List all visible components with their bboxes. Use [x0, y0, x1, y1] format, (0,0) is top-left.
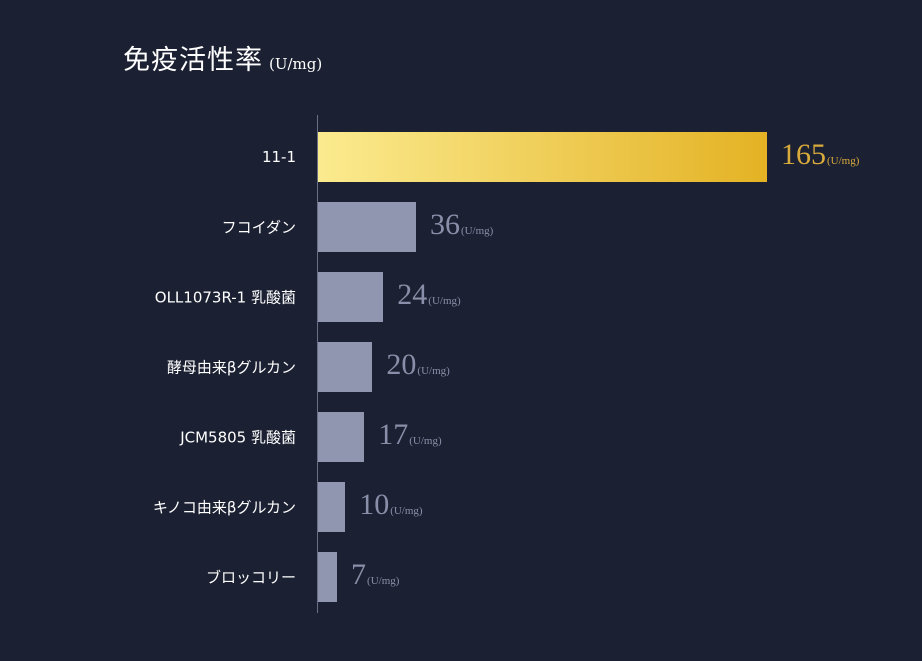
data-unit: (U/mg): [409, 435, 442, 447]
data-value: 7: [351, 558, 367, 591]
data-value: 17: [378, 418, 409, 451]
category-label: ブロッコリー: [205, 568, 296, 587]
data-value: 10: [359, 488, 390, 521]
chart-title: 免疫活性率 (U/mg): [123, 38, 322, 77]
data-label: 20(U/mg): [386, 348, 449, 382]
y-axis-line: [317, 115, 318, 613]
data-unit: (U/mg): [460, 225, 494, 237]
data-unit: (U/mg): [827, 155, 860, 167]
data-value: 36: [429, 208, 460, 241]
data-unit: (U/mg): [417, 365, 450, 377]
bar: [318, 342, 373, 392]
category-label: キノコ由来βグルカン: [152, 498, 296, 517]
data-unit: (U/mg): [390, 505, 423, 517]
category-label: 11-1: [261, 148, 296, 166]
category-label: 酵母由来βグルカン: [166, 358, 296, 377]
data-label: 36(U/mg): [430, 208, 493, 242]
bar-highlight: [318, 132, 767, 182]
category-label: フコイダン: [221, 218, 296, 237]
bar: [318, 412, 365, 462]
title-text: 免疫活性率: [123, 45, 263, 76]
category-label: OLL1073R-1 乳酸菌: [154, 288, 296, 307]
data-value: 165: [781, 138, 826, 171]
category-label: JCM5805 乳酸菌: [180, 428, 296, 447]
bar: [318, 552, 338, 602]
data-unit: (U/mg): [428, 295, 461, 307]
data-label: 7(U/mg): [351, 558, 399, 592]
data-label: 10(U/mg): [359, 488, 422, 522]
title-unit: (U/mg): [269, 55, 323, 73]
data-unit: (U/mg): [367, 575, 400, 587]
bar: [318, 272, 384, 322]
data-label: 17(U/mg): [378, 418, 441, 452]
data-value: 20: [386, 348, 417, 381]
data-value: 24: [397, 278, 428, 311]
bar: [318, 202, 416, 252]
bar: [318, 482, 346, 532]
data-label: 24(U/mg): [397, 278, 460, 312]
data-label: 165(U/mg): [781, 138, 859, 172]
